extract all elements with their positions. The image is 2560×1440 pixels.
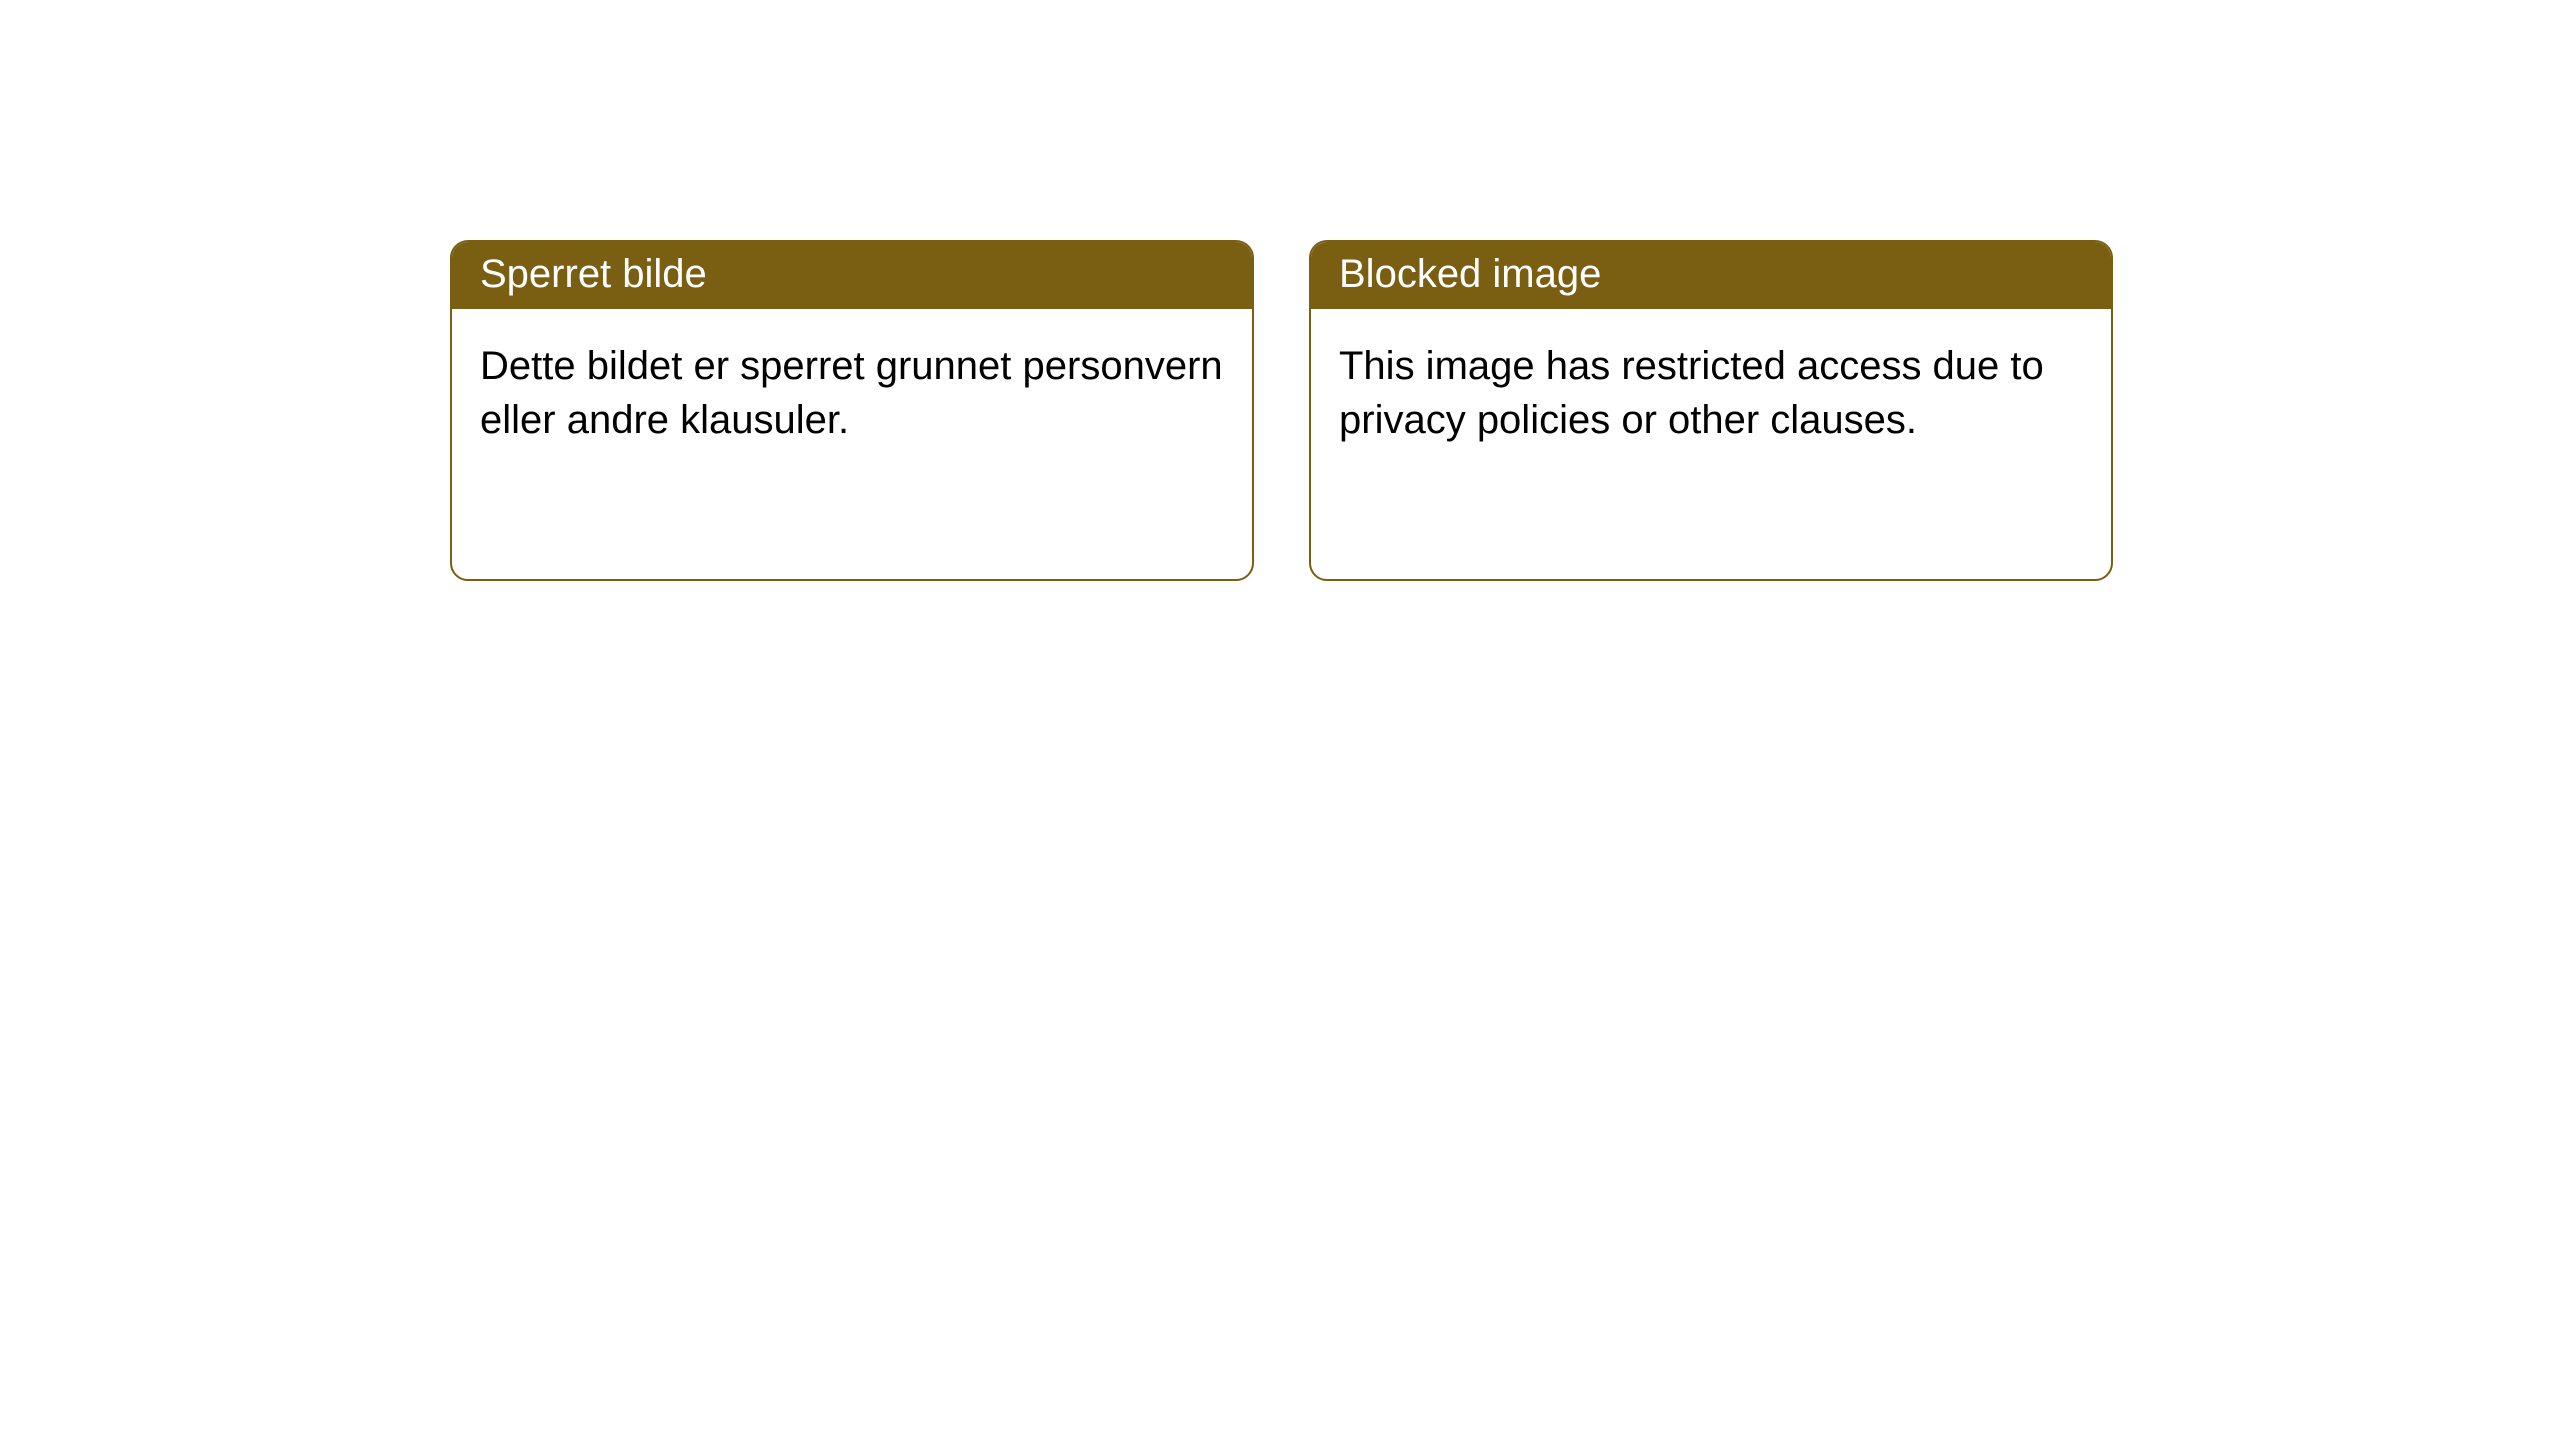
notice-body-norwegian: Dette bildet er sperret grunnet personve… <box>452 309 1252 579</box>
notice-title-norwegian: Sperret bilde <box>480 252 707 296</box>
notice-text-norwegian: Dette bildet er sperret grunnet personve… <box>480 344 1223 442</box>
notice-card-norwegian: Sperret bilde Dette bildet er sperret gr… <box>450 240 1254 581</box>
notice-body-english: This image has restricted access due to … <box>1311 309 2111 579</box>
notice-container: Sperret bilde Dette bildet er sperret gr… <box>0 0 2560 581</box>
notice-title-english: Blocked image <box>1339 252 1601 296</box>
notice-card-english: Blocked image This image has restricted … <box>1309 240 2113 581</box>
notice-header-english: Blocked image <box>1311 242 2111 309</box>
notice-text-english: This image has restricted access due to … <box>1339 344 2044 442</box>
notice-header-norwegian: Sperret bilde <box>452 242 1252 309</box>
